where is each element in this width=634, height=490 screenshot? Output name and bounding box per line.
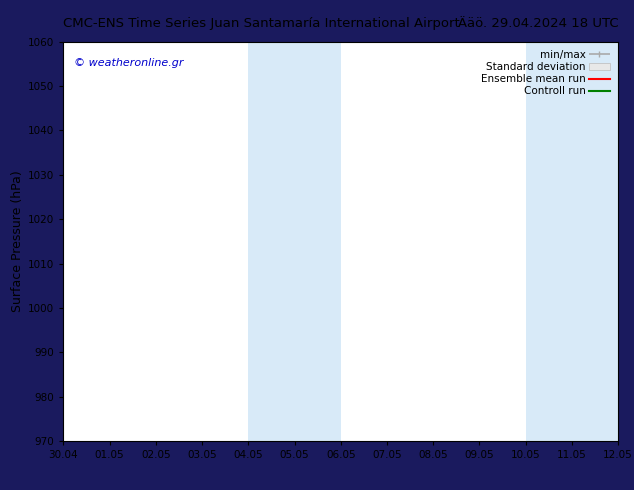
Text: Ääö. 29.04.2024 18 UTC: Ääö. 29.04.2024 18 UTC [458,17,618,30]
Bar [249,42,341,441]
Bar [526,42,634,441]
Y-axis label: Surface Pressure (hPa): Surface Pressure (hPa) [11,171,24,312]
Text: © weatheronline.gr: © weatheronline.gr [75,58,184,68]
Text: CMC-ENS Time Series Juan Santamaría International Airport: CMC-ENS Time Series Juan Santamaría Inte… [63,17,460,30]
Legend: min/max, Standard deviation, Ensemble mean run, Controll run: min/max, Standard deviation, Ensemble me… [478,47,613,99]
